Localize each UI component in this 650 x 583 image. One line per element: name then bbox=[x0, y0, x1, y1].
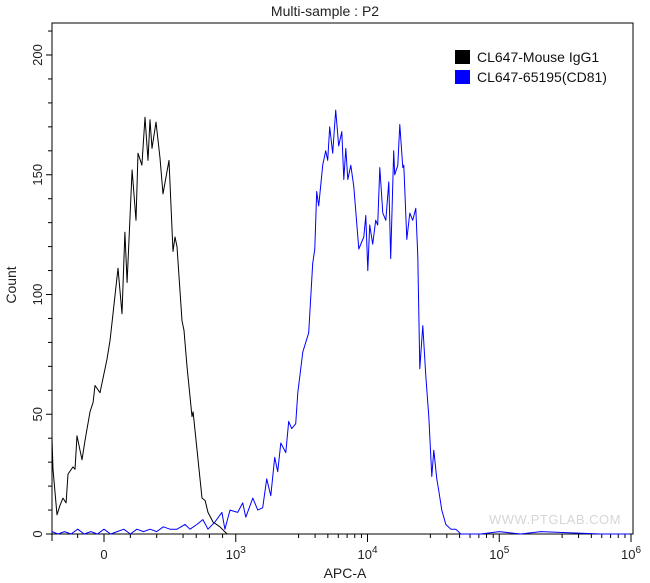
legend-swatch-igg1 bbox=[455, 50, 470, 64]
series-line-0 bbox=[51, 116, 241, 535]
y-axis-label: Count bbox=[3, 266, 19, 303]
y-tick-label: 150 bbox=[30, 164, 45, 186]
watermark: WWW.PTGLAB.COM bbox=[489, 512, 621, 527]
x-tick-label: 106 bbox=[621, 545, 641, 562]
x-tick-label: 105 bbox=[489, 545, 509, 562]
axis-ticks: 0 50 100 150 200 0 103 104 105 106 bbox=[30, 30, 641, 562]
x-tick-label: 0 bbox=[100, 547, 107, 562]
legend: CL647-Mouse IgG1 CL647-65195(CD81) bbox=[455, 49, 607, 85]
x-axis-label: APC-A bbox=[324, 565, 367, 581]
legend-swatch-cd81 bbox=[455, 70, 470, 84]
y-tick-label: 100 bbox=[30, 284, 45, 306]
y-tick-label: 0 bbox=[30, 530, 45, 537]
y-tick-label: 200 bbox=[30, 44, 45, 66]
y-tick-label: 50 bbox=[30, 407, 45, 421]
chart-title: Multi-sample : P2 bbox=[271, 3, 379, 19]
legend-label-igg1: CL647-Mouse IgG1 bbox=[477, 49, 599, 65]
x-tick-label: 103 bbox=[226, 545, 246, 562]
plot-frame bbox=[51, 22, 634, 535]
x-tick-label: 104 bbox=[357, 545, 377, 562]
legend-label-cd81: CL647-65195(CD81) bbox=[477, 69, 607, 85]
series-line-1 bbox=[51, 109, 630, 535]
series-group bbox=[51, 109, 630, 535]
